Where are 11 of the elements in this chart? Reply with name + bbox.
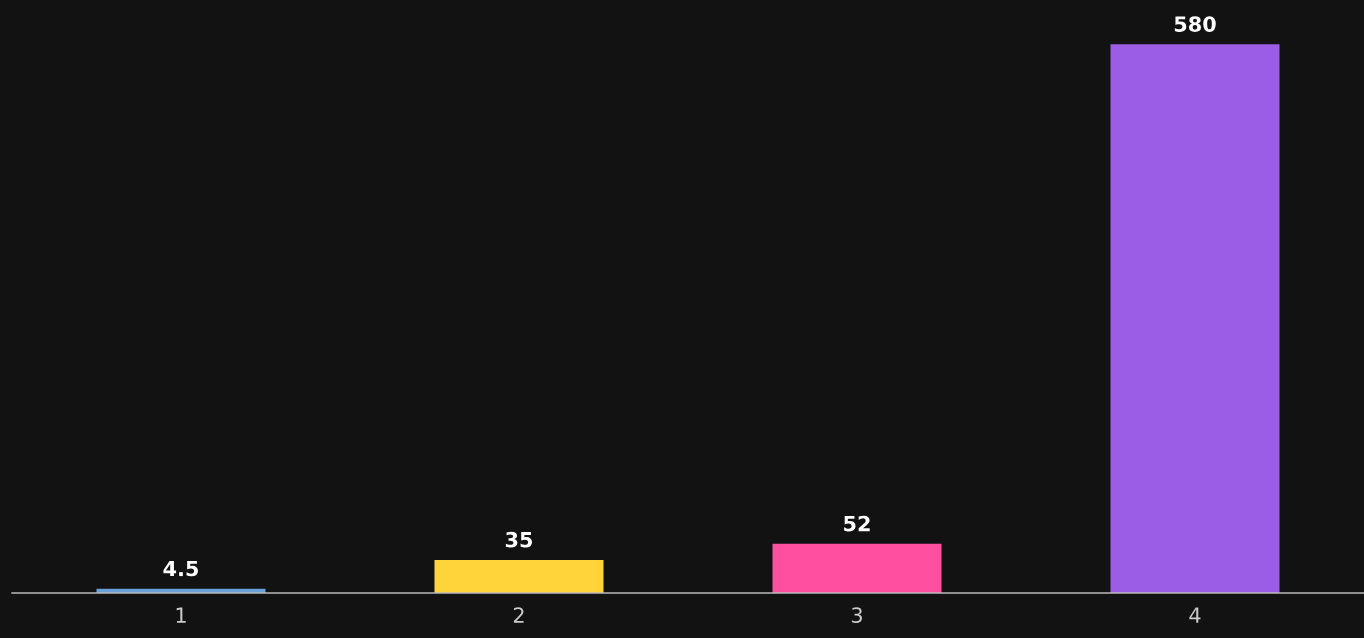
bar <box>772 543 942 593</box>
data-label: 35 <box>505 531 533 548</box>
bar <box>1110 44 1280 593</box>
x-tick-label: 1 <box>176 607 186 623</box>
data-label: 580 <box>1174 16 1216 32</box>
x-tick-label: 2 <box>513 607 524 623</box>
bar <box>434 559 604 593</box>
data-label: 4.5 <box>163 560 198 577</box>
x-tick-label: 4 <box>1189 607 1201 623</box>
data-label: 52 <box>844 515 870 532</box>
x-tick-label: 3 <box>851 607 862 624</box>
